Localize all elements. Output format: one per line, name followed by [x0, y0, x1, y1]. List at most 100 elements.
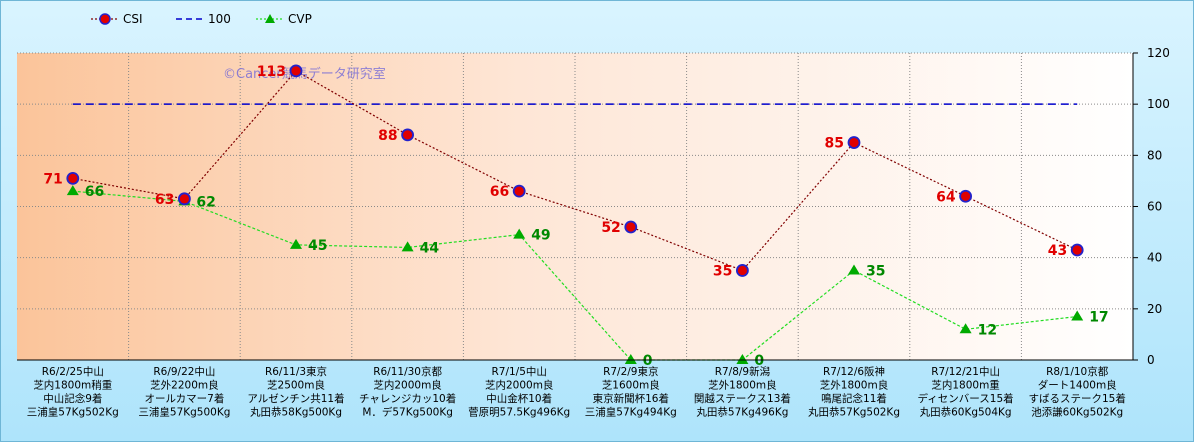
cvp-marker — [513, 228, 526, 239]
csi-marker — [289, 64, 303, 78]
x-tick-label: R6/9/22中山芝外2200m良オールカマー7着三浦皇57Kg500Kg — [138, 365, 230, 419]
x-tick-label-line: 三浦皇57Kg494Kg — [585, 406, 677, 419]
x-tick-label-line: アルゼンチン共11着 — [247, 392, 344, 405]
y-tick-label: 80 — [1147, 148, 1162, 162]
x-tick-label-line: すばるステーク15着 — [1029, 392, 1126, 405]
cvp-data-label: 45 — [308, 238, 327, 254]
cvp-data-label: 17 — [1089, 310, 1108, 326]
series-line-cvp — [72, 190, 1078, 361]
legend-swatch-marker — [99, 13, 111, 25]
csi-marker — [66, 171, 80, 185]
x-tick-label-line: 鳴尾記念11着 — [821, 392, 887, 405]
csi-data-label: 64 — [936, 189, 956, 205]
cvp-data-label: 35 — [866, 263, 885, 279]
cvp-marker — [1071, 310, 1084, 321]
x-tick-label-line: R8/1/10京都 — [1046, 365, 1109, 378]
x-tick-label-line: チャレンジカッ10着 — [359, 392, 456, 405]
csi-marker — [401, 128, 415, 142]
x-tick-label-line: ディセンバース15着 — [918, 392, 1014, 405]
legend-label: CVP — [288, 12, 312, 26]
cvp-marker — [290, 238, 302, 249]
csi-data-label: 52 — [601, 220, 620, 236]
x-tick-label-line: R7/12/21中山 — [931, 365, 1000, 378]
x-tick-label-line: 芝内1800m稍重 — [33, 379, 112, 392]
x-tick-label-line: ダート1400m良 — [1038, 379, 1117, 392]
y-tick-label: 20 — [1147, 302, 1162, 316]
x-tick-label-line: 三浦皇57Kg502Kg — [27, 406, 119, 419]
cvp-marker — [66, 185, 79, 196]
x-tick-label-line: R7/12/6阪神 — [823, 365, 885, 378]
watermark: ©Cancer競馬データ研究室 — [223, 66, 386, 82]
legend-swatch-marker — [265, 14, 275, 23]
csi-data-label: 35 — [713, 263, 732, 279]
y-tick-label: 60 — [1147, 200, 1162, 214]
csi-data-label: 66 — [490, 184, 509, 200]
cvp-marker — [624, 354, 637, 364]
csi-marker — [1070, 243, 1084, 257]
x-tick-label-line: オールカマー7着 — [144, 392, 224, 405]
csi-marker — [736, 264, 749, 277]
csi-marker — [847, 136, 861, 149]
x-tick-label-line: 芝外1800m良 — [820, 379, 888, 392]
cvp-marker — [959, 323, 972, 334]
x-tick-label: R7/8/9新潟芝外1800m良関越ステークス13着丸田恭57Kg496Kg — [694, 365, 791, 419]
x-tick-label: R7/12/6阪神芝外1800m良鳴尾記念11着丸田恭57Kg502Kg — [808, 365, 900, 419]
x-tick-label-line: 芝内2000m良 — [373, 379, 441, 392]
x-tick-label-line: R6/11/30京都 — [373, 365, 442, 378]
cvp-marker — [401, 241, 414, 252]
x-tick-label-line: R7/8/9新潟 — [715, 365, 770, 378]
cvp-data-label: 0 — [643, 353, 653, 369]
x-tick-label-line: 芝1600m良 — [602, 379, 660, 392]
x-tick-label-line: R6/9/22中山 — [153, 365, 215, 378]
x-tick-label-line: 東京新聞杯16着 — [593, 392, 669, 405]
x-tick-label-line: 中山金杯10着 — [486, 392, 552, 405]
data-labels: 66 62 45 44 49 0 0 35 12 17 71 63 113 88 66 52 35 85 64 43 — [43, 64, 1108, 369]
x-tick-label-line: 池添謙60Kg502Kg — [1031, 406, 1123, 419]
y-tick-label: 0 — [1147, 353, 1155, 367]
csi-marker — [177, 192, 191, 206]
csi-marker — [624, 220, 638, 234]
x-tick-label: R6/11/3東京芝2500m良アルゼンチン共11着丸田恭58Kg500Kg — [247, 365, 344, 419]
x-tick-label-line: 丸田恭57Kg502Kg — [808, 406, 900, 419]
csi-data-label: 88 — [378, 128, 397, 144]
legend-label: 100 — [208, 12, 231, 26]
csi-marker — [512, 184, 526, 198]
cvp-marker — [848, 264, 860, 275]
cvp-data-label: 44 — [420, 240, 440, 256]
series-layer — [66, 64, 1084, 364]
x-tick-label-line: 芝外1800m良 — [708, 379, 776, 392]
y-tick-label: 100 — [1147, 97, 1170, 111]
csi-data-label: 63 — [155, 192, 174, 208]
legend: CSI 100 CVP — [91, 12, 312, 26]
cvp-data-label: 0 — [754, 353, 764, 369]
x-tick-label-line: 芝内1800m重 — [931, 379, 999, 392]
cvp-data-label: 49 — [531, 228, 550, 244]
x-tick-label: R8/1/10京都ダート1400m良すばるステーク15着池添謙60Kg502Kg — [1029, 365, 1126, 419]
axes: 0 20 40 60 80 100 120 R6/2/25中山芝内1800m稍重中山記念9着三… — [17, 46, 1170, 419]
x-tick-label-line: R7/2/9東京 — [603, 365, 658, 378]
y-tick-label: 40 — [1147, 251, 1162, 265]
x-tick-label-line: R6/2/25中山 — [42, 365, 104, 378]
x-tick-label-line: 芝内2000m良 — [485, 379, 553, 392]
x-tick-label: R6/11/30京都芝内2000m良チャレンジカッ10着 M．デ57Kg500Kg — [359, 365, 456, 419]
csi-data-label: 71 — [43, 171, 62, 187]
x-tick-label-line: R7/1/5中山 — [491, 365, 546, 378]
cvp-data-label: 62 — [196, 194, 215, 210]
csi-marker — [959, 189, 972, 203]
series-line-csi — [72, 70, 1078, 272]
csi-data-label: 85 — [825, 136, 844, 152]
x-tick-label: R6/2/25中山芝内1800m稍重中山記念9着三浦皇57Kg502Kg — [27, 365, 119, 419]
x-tick-label-line: 丸田恭57Kg496Kg — [696, 406, 788, 419]
cvp-marker — [736, 354, 749, 364]
cvp-data-label: 66 — [85, 184, 104, 200]
x-tick-label: R7/2/9東京芝1600m良東京新聞杯16着三浦皇57Kg494Kg — [585, 365, 677, 419]
x-tick-label-line: 関越ステークス13着 — [694, 392, 791, 405]
x-tick-label: R7/1/5中山芝内2000m良中山金杯10着菅原明57.5Kg496Kg — [468, 365, 570, 419]
y-tick-label: 120 — [1147, 46, 1170, 60]
legend-label: CSI — [123, 12, 143, 26]
x-tick-label-line: 菅原明57.5Kg496Kg — [468, 407, 570, 419]
x-tick-label-line: 丸田恭60Kg504Kg — [920, 406, 1012, 419]
csi-data-label: 43 — [1048, 243, 1067, 259]
